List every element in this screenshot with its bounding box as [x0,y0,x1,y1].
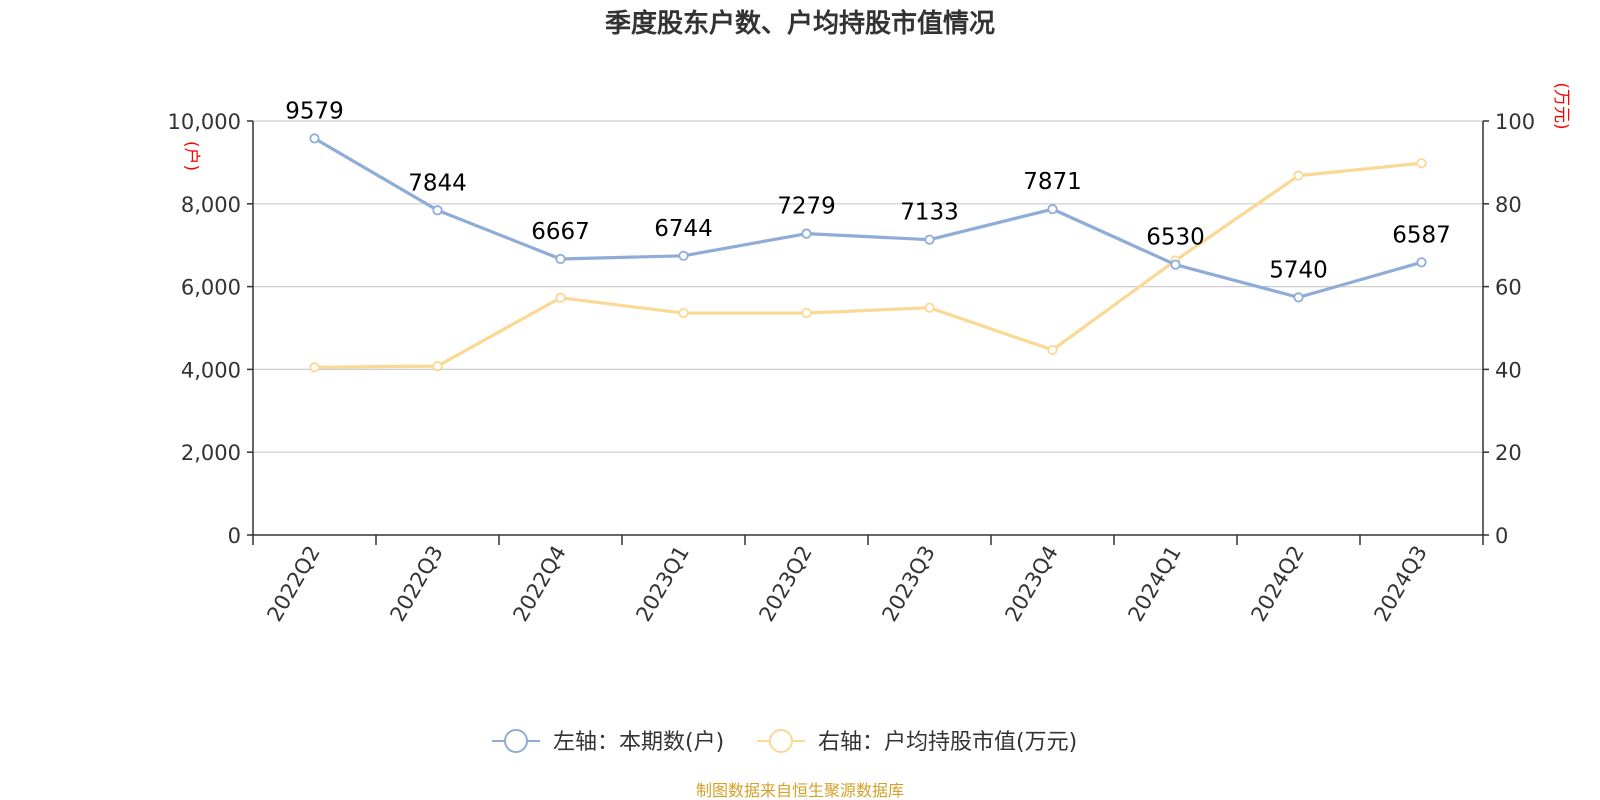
source-note: 制图数据来自恒生聚源数据库 [696,781,904,800]
left-series-point [678,250,689,261]
left-series-point [1293,292,1304,303]
data-label: 7871 [1023,169,1082,195]
left-series-point [432,205,443,216]
data-label: 7133 [900,200,959,226]
data-label: 5740 [1269,257,1328,283]
series [309,133,1427,373]
right-axis-tick-label: 40 [1495,358,1522,382]
gridlines [253,120,1483,453]
data-label: 6667 [531,219,590,245]
left-series-point [1047,204,1058,215]
data-label: 9579 [285,98,344,124]
right-series-point [1416,158,1427,169]
left-axis-tick-label: 0 [228,524,241,548]
left-axis-tick-label: 2,000 [181,441,241,465]
x-axis-tick-label: 2022Q2 [262,542,324,626]
left-series-point [801,228,812,239]
left-series-point [1170,259,1181,270]
data-labels: 9579 7844 6667 6744 7279 7133 7871 6530 5740 6587 [285,98,1451,283]
right-series-point [432,360,443,372]
data-label: 6530 [1146,225,1205,251]
x-axis-tick-label: 2024Q2 [1246,542,1308,626]
legend-label-right-series: 右轴：户均持股市值(万元) [818,730,1077,755]
right-series-line [314,161,1422,369]
right-axis-tick-label: 100 [1495,110,1535,134]
right-axis-tick-label: 60 [1495,276,1522,300]
legend-label-left-series: 左轴：本期数(户) [553,730,724,755]
legend[interactable]: 左轴：本期数(户) 右轴：户均持股市值(万元) [492,729,1077,755]
data-label: 6744 [654,216,713,242]
x-axis-tick-label: 2022Q4 [508,542,570,626]
right-series-point [1047,344,1058,356]
left-axis-tick-label: 10,000 [168,110,241,134]
right-series-point [924,302,935,313]
right-series-point [801,307,812,319]
left-axis-tick-label: 8,000 [181,193,241,217]
right-series-point [309,362,320,373]
x-axis-tick-label: 2023Q3 [877,542,939,626]
left-series-point [1416,257,1427,268]
left-series-point [309,133,320,144]
left-axis-tick-label: 6,000 [181,276,241,300]
left-axis-unit: (户) [181,141,201,171]
right-series-point [555,292,566,303]
x-axis-tick-label: 2023Q2 [754,542,816,626]
right-series-point [1293,170,1304,181]
left-series-point [555,253,566,265]
data-label: 7844 [408,170,467,196]
x-axis-tick-label: 2023Q1 [631,542,693,626]
left-series-point [924,234,935,245]
x-axis-tick-label: 2024Q3 [1369,542,1431,626]
right-axis-tick-label: 20 [1495,441,1522,465]
right-axis-tick-label: 80 [1495,193,1522,217]
legend-item-right-series[interactable]: 右轴：户均持股市值(万元) [757,729,1077,755]
chart-title: 季度股东户数、户均持股市值情况 [605,8,995,39]
right-axis-tick-label: 0 [1495,524,1508,548]
left-axis-tick-label: 4,000 [181,358,241,382]
data-label: 7279 [777,194,836,220]
right-axis-unit: (万元) [1551,82,1571,129]
data-label: 6587 [1392,222,1451,248]
x-axis-tick-label: 2022Q3 [385,542,447,626]
left-series-line [313,137,1422,299]
x-axis-tick-label: 2023Q4 [1000,542,1062,626]
right-series-point [678,307,689,319]
x-axis-tick-label: 2024Q1 [1123,542,1185,626]
legend-item-left-series[interactable]: 左轴：本期数(户) [492,729,724,755]
